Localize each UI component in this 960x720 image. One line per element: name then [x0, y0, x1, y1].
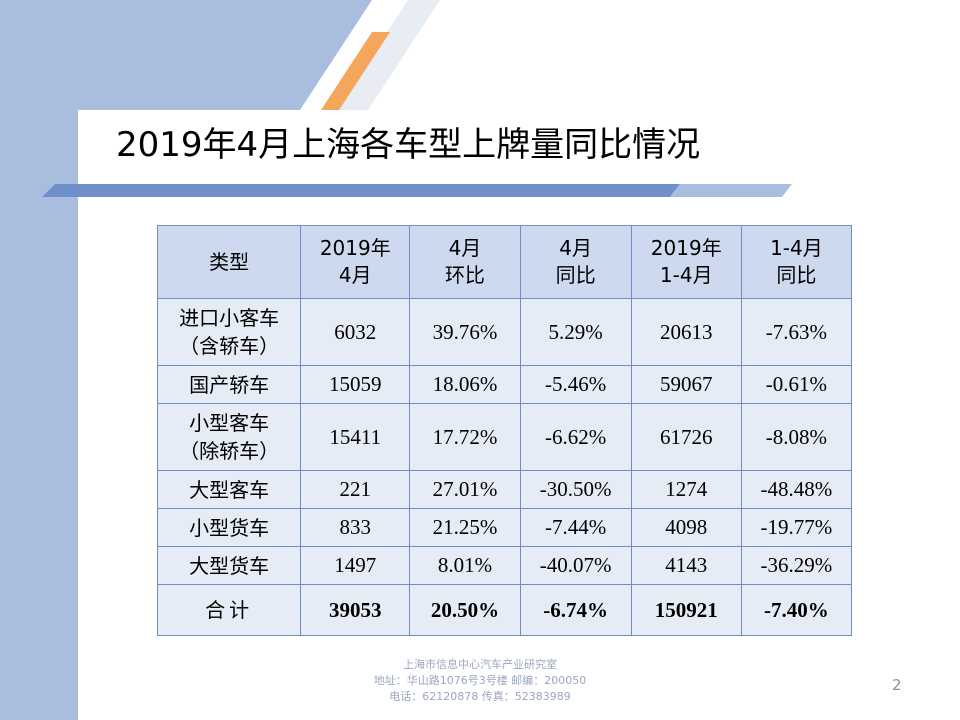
cell-type: 大型客车: [156, 470, 302, 509]
page-number: 2: [892, 676, 902, 694]
cell-jan-apr-2019: 1274: [630, 470, 742, 509]
cell-jan-apr-yoy: -0.61%: [740, 365, 853, 404]
cell-jan-apr-2019: 59067: [630, 365, 742, 404]
cell-jan-apr-2019: 20613: [630, 298, 742, 366]
cell-jan-apr-yoy: -48.48%: [740, 470, 853, 509]
cell-apr-mom: 21.25%: [409, 508, 521, 547]
cell-total-apr-yoy: -6.74%: [519, 584, 632, 636]
cell-total-jan-apr-yoy: -7.40%: [740, 584, 853, 636]
cell-apr-2019: 6032: [300, 298, 411, 366]
cell-jan-apr-2019: 61726: [630, 403, 742, 471]
table-row: 进口小客车 （含轿车） 6032 39.76% 5.29% 20613 -7.63…: [156, 298, 853, 366]
cell-type: 进口小客车 （含轿车）: [156, 298, 302, 366]
cell-jan-apr-yoy: -19.77%: [740, 508, 853, 547]
cell-apr-mom: 39.76%: [409, 298, 521, 366]
cell-apr-yoy: -40.07%: [519, 546, 632, 585]
cell-apr-yoy: -5.46%: [519, 365, 632, 404]
cell-apr-mom: 18.06%: [409, 365, 521, 404]
cell-apr-2019: 1497: [300, 546, 411, 585]
cell-jan-apr-2019: 4098: [630, 508, 742, 547]
header-apr-yoy: 4月 同比: [519, 225, 632, 299]
cell-jan-apr-yoy: -36.29%: [740, 546, 853, 585]
cell-apr-2019: 221: [300, 470, 411, 509]
decorative-stripes: [78, 0, 440, 130]
header-apr-mom: 4月 环比: [409, 225, 521, 299]
table-row: 国产轿车 15059 18.06% -5.46% 59067 -0.61%: [156, 365, 853, 404]
footer-address: 地址：华山路1076号3号楼 邮编：200050: [373, 674, 587, 687]
side-band: [0, 0, 78, 720]
table-total-row: 合计 39053 20.50% -6.74% 150921 -7.40%: [156, 584, 853, 636]
cell-apr-mom: 8.01%: [409, 546, 521, 585]
title-panel: [78, 110, 960, 186]
cell-apr-yoy: -6.62%: [519, 403, 632, 471]
cell-apr-2019: 833: [300, 508, 411, 547]
registration-table: 类型 2019年 4月 4月 环比 4月 同比 2019年 1-4月 1-4月 同比 进口…: [156, 225, 853, 636]
footer: 上海市信息中心汽车产业研究室 地址：华山路1076号3号楼 邮编：200050 …: [330, 657, 630, 705]
header-apr-2019: 2019年 4月: [300, 225, 411, 299]
header-jan-apr-2019: 2019年 1-4月: [630, 225, 742, 299]
cell-type: 大型货车: [156, 546, 302, 585]
cell-apr-yoy: 5.29%: [519, 298, 632, 366]
footer-phone: 电话：62120878 传真：52383989: [389, 690, 571, 703]
cell-apr-yoy: -30.50%: [519, 470, 632, 509]
cell-type: 小型货车: [156, 508, 302, 547]
header-type: 类型: [156, 225, 302, 299]
cell-apr-2019: 15059: [300, 365, 411, 404]
cell-total-label: 合计: [156, 584, 302, 636]
cell-apr-2019: 15411: [300, 403, 411, 471]
table-row: 大型客车 221 27.01% -30.50% 1274 -48.48%: [156, 470, 853, 509]
cell-total-jan-apr-2019: 150921: [630, 584, 742, 636]
cell-total-apr-2019: 39053: [300, 584, 411, 636]
table-row: 小型客车 （除轿车） 15411 17.72% -6.62% 61726 -8.0…: [156, 403, 853, 471]
table-row: 大型货车 1497 8.01% -40.07% 4143 -36.29%: [156, 546, 853, 585]
cell-apr-mom: 27.01%: [409, 470, 521, 509]
cell-type: 国产轿车: [156, 365, 302, 404]
page-title: 2019年4月上海各车型上牌量同比情况: [116, 125, 701, 165]
footer-org: 上海市信息中心汽车产业研究室: [403, 658, 557, 671]
header-jan-apr-yoy: 1-4月 同比: [740, 225, 853, 299]
cell-jan-apr-yoy: -8.08%: [740, 403, 853, 471]
cell-apr-yoy: -7.44%: [519, 508, 632, 547]
cell-total-apr-mom: 20.50%: [409, 584, 521, 636]
cell-type: 小型客车 （除轿车）: [156, 403, 302, 471]
cell-apr-mom: 17.72%: [409, 403, 521, 471]
table-row: 小型货车 833 21.25% -7.44% 4098 -19.77%: [156, 508, 853, 547]
table-header-row: 类型 2019年 4月 4月 环比 4月 同比 2019年 1-4月 1-4月 同比: [156, 225, 853, 299]
cell-jan-apr-yoy: -7.63%: [740, 298, 853, 366]
cell-jan-apr-2019: 4143: [630, 546, 742, 585]
